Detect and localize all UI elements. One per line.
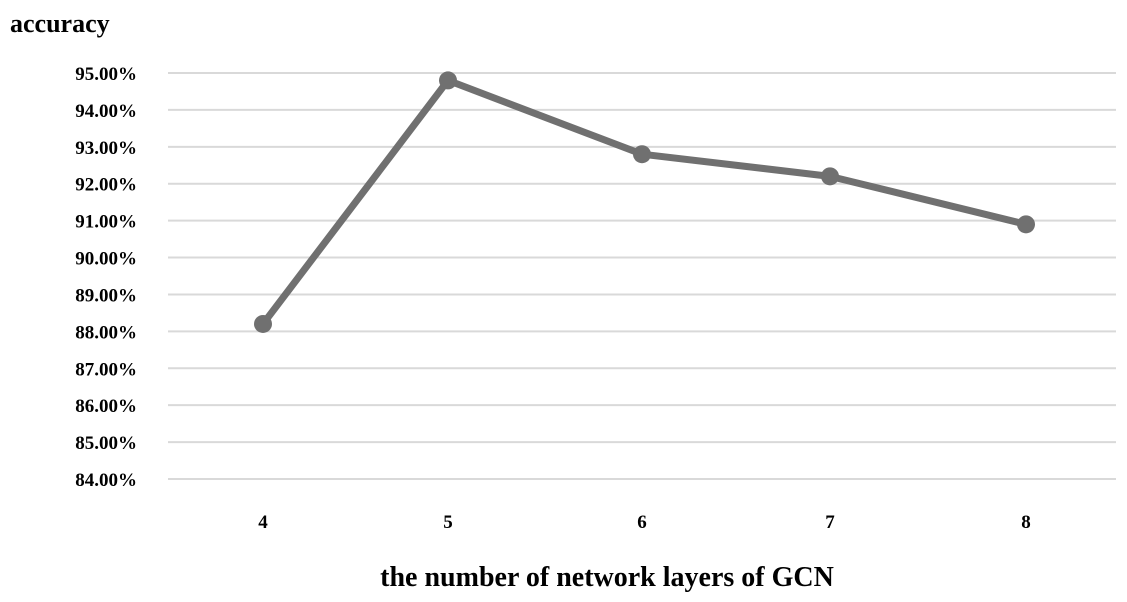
grid-lines — [168, 72, 1116, 480]
y-tick-label: 86.00% — [75, 396, 137, 417]
data-point — [821, 167, 839, 186]
y-tick-label: 93.00% — [75, 138, 137, 159]
data-point — [254, 314, 272, 333]
y-tick-label: 94.00% — [75, 101, 137, 122]
y-tick-labels: 84.00% 85.00% 86.00% 87.00% 88.00% 89.00% 90.0… — [75, 64, 137, 491]
x-tick-label: 8 — [1021, 512, 1031, 533]
y-tick-label: 85.00% — [75, 433, 137, 454]
series-line — [259, 76, 1030, 328]
y-tick-label: 91.00% — [75, 212, 137, 233]
y-tick-label: 87.00% — [75, 359, 137, 380]
data-point — [1017, 215, 1035, 234]
x-tick-label: 5 — [443, 512, 453, 533]
x-axis-label: the number of network layers of GCN — [380, 562, 834, 593]
y-tick-label: 84.00% — [75, 470, 137, 491]
y-tick-label: 89.00% — [75, 285, 137, 306]
x-tick-label: 6 — [637, 512, 647, 533]
y-tick-label: 95.00% — [75, 64, 137, 85]
x-tick-label: 4 — [258, 512, 268, 533]
x-tick-label: 7 — [825, 512, 835, 533]
y-axis-label: accuracy — [10, 9, 110, 38]
y-tick-label: 92.00% — [75, 175, 137, 196]
data-point — [633, 145, 651, 164]
y-tick-label: 90.00% — [75, 249, 137, 270]
data-point — [439, 71, 457, 90]
y-tick-label: 88.00% — [75, 322, 137, 343]
x-tick-labels: 4 5 6 7 8 — [258, 512, 1031, 533]
series — [254, 71, 1035, 333]
